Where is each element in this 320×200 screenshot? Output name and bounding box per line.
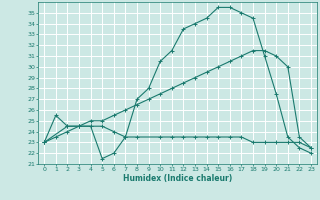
X-axis label: Humidex (Indice chaleur): Humidex (Indice chaleur) — [123, 174, 232, 183]
